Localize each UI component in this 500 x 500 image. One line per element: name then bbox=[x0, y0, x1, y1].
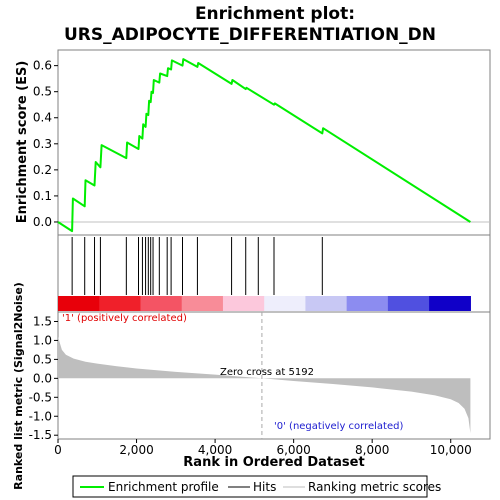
legend-ranking-label: Ranking metric scores bbox=[308, 480, 441, 494]
es-y-tick-label: 0.2 bbox=[33, 163, 52, 177]
metric-y-tick-label: 0.5 bbox=[33, 352, 52, 366]
heatbar-segment bbox=[429, 296, 471, 311]
x-tick-label: 6,000 bbox=[276, 443, 310, 457]
x-tick-label: 2,000 bbox=[119, 443, 153, 457]
x-tick-label: 10,000 bbox=[430, 443, 472, 457]
metric-y-tick-label: 1.0 bbox=[33, 333, 52, 347]
metric-y-tick-label: -0.5 bbox=[29, 390, 52, 404]
es-y-tick-label: 0.6 bbox=[33, 59, 52, 73]
es-y-tick-label: 0.4 bbox=[33, 111, 52, 125]
legend: Enrichment profile Hits Ranking metric s… bbox=[72, 475, 441, 498]
es-panel bbox=[57, 49, 491, 236]
negative-correlation-label: '0' (negatively correlated) bbox=[274, 421, 403, 432]
heatbar-segment bbox=[222, 296, 265, 311]
heatbar-segment bbox=[346, 296, 389, 311]
es-y-tick-label: 0.1 bbox=[33, 189, 52, 203]
x-tick-label: 4,000 bbox=[198, 443, 232, 457]
es-y-tick-label: 0.0 bbox=[33, 215, 52, 229]
x-tick-label: 8,000 bbox=[355, 443, 389, 457]
chart-subtitle: URS_ADIPOCYTE_DIFFERENTIATION_DN bbox=[64, 25, 436, 45]
es-y-tick-label: 0.5 bbox=[33, 85, 52, 99]
metric-y-tick-label: -1.5 bbox=[29, 428, 52, 442]
legend-hits-label: Hits bbox=[253, 480, 276, 494]
heatbar-segment bbox=[387, 296, 430, 311]
metric-y-tick-label: -1.0 bbox=[29, 409, 52, 423]
x-tick-label: 0 bbox=[54, 443, 62, 457]
x-axis-label: Rank in Ordered Dataset bbox=[183, 455, 364, 470]
heatbar-segment bbox=[99, 296, 142, 311]
legend-enrichment-label: Enrichment profile bbox=[108, 480, 219, 494]
positive-correlation-label: '1' (positively correlated) bbox=[62, 313, 187, 324]
enrichment-profile-line bbox=[57, 58, 471, 233]
metric-y-tick-label: 0.0 bbox=[33, 371, 52, 385]
metric-y-axis-label: Ranked list metric (Signal2Noise) bbox=[12, 282, 25, 490]
metric-y-tick-label: 1.5 bbox=[33, 314, 52, 328]
heatbar-segment bbox=[181, 296, 224, 311]
zero-cross-label: Zero cross at 5192 bbox=[220, 367, 314, 378]
heatbar-segment bbox=[58, 296, 100, 311]
chart-title: Enrichment plot: bbox=[195, 4, 355, 24]
heatbar-segment bbox=[305, 296, 348, 311]
es-y-tick-label: 0.3 bbox=[33, 137, 52, 151]
es-y-axis-label: Enrichment score (ES) bbox=[15, 61, 30, 224]
ranking-metric-area bbox=[58, 336, 471, 434]
heatbar-segment bbox=[140, 296, 183, 311]
heatbar-segment bbox=[264, 296, 307, 311]
